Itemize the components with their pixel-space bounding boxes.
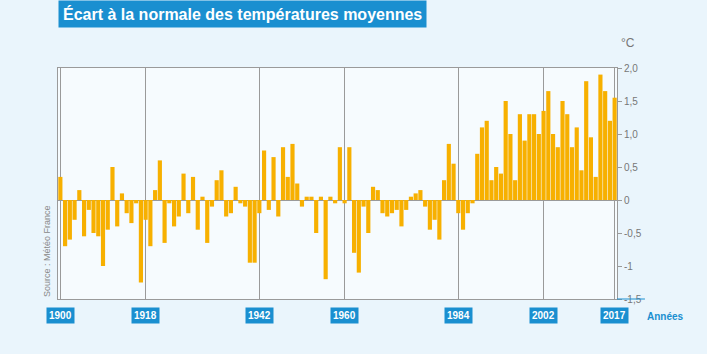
svg-text:Écart à la normale des tempéra: Écart à la normale des températures moye… bbox=[63, 5, 422, 23]
svg-text:0: 0 bbox=[624, 195, 630, 206]
svg-text:2017: 2017 bbox=[603, 310, 626, 321]
svg-text:°C: °C bbox=[621, 36, 635, 50]
svg-text:Années: Années bbox=[647, 311, 684, 322]
svg-text:1984: 1984 bbox=[447, 310, 470, 321]
svg-text:1960: 1960 bbox=[333, 310, 356, 321]
svg-text:2002: 2002 bbox=[532, 310, 555, 321]
svg-text:-1,5: -1,5 bbox=[624, 294, 642, 305]
svg-text:1918: 1918 bbox=[134, 310, 157, 321]
svg-text:-1: -1 bbox=[624, 261, 633, 272]
svg-text:1,5: 1,5 bbox=[624, 96, 638, 107]
svg-text:1,0: 1,0 bbox=[624, 129, 638, 140]
svg-text:2,0: 2,0 bbox=[624, 63, 638, 74]
svg-text:Source : Météo France: Source : Météo France bbox=[42, 205, 52, 297]
svg-text:0,5: 0,5 bbox=[624, 162, 638, 173]
svg-text:1942: 1942 bbox=[248, 310, 271, 321]
svg-text:1900: 1900 bbox=[49, 310, 72, 321]
svg-text:-0,5: -0,5 bbox=[624, 228, 642, 239]
